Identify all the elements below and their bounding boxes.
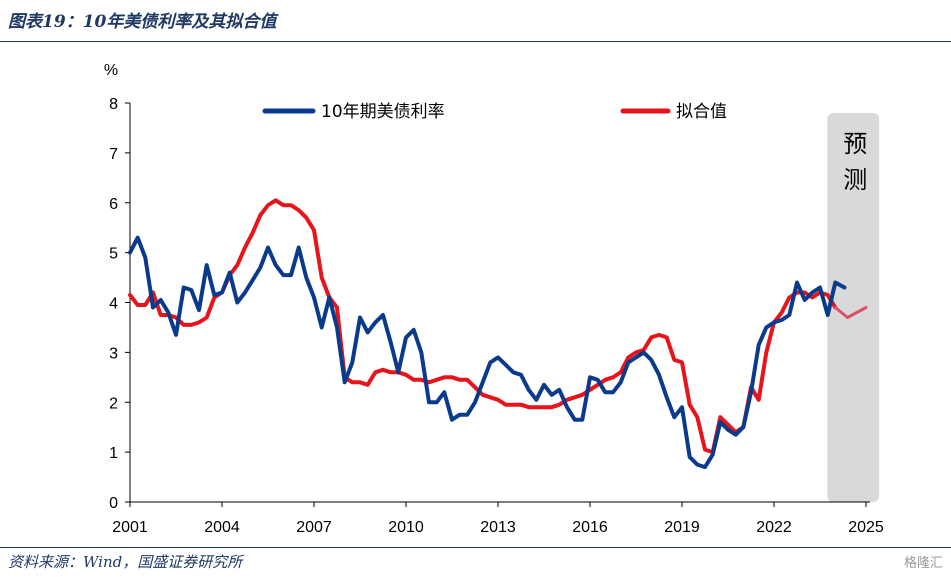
- x-tick-label: 2019: [664, 519, 700, 536]
- y-tick-label: 0: [109, 495, 118, 512]
- series-line-fitted-forecast: [833, 306, 868, 319]
- y-tick-label: 3: [109, 345, 118, 362]
- x-tick-label: 2007: [296, 519, 332, 536]
- series-line-fitted: [128, 198, 838, 455]
- forecast-label: 预 测: [843, 130, 867, 194]
- y-tick-label: 4: [109, 296, 118, 313]
- y-tick-label: 6: [109, 196, 118, 213]
- y-tick-label: 7: [109, 146, 118, 163]
- x-tick-label: 2013: [480, 519, 516, 536]
- y-tick-label: 1: [109, 445, 118, 462]
- title-divider: [0, 41, 951, 42]
- legend: 10年期美债利率 拟合值: [262, 102, 727, 122]
- y-axis-unit: %: [104, 62, 118, 79]
- series-layer: [128, 198, 868, 470]
- watermark-text: 格隆汇: [903, 556, 943, 571]
- legend-label-fitted: 拟合值: [676, 102, 727, 122]
- x-tick-label: 2022: [756, 519, 792, 536]
- forecast-band: [827, 113, 880, 502]
- x-tick-label: 2001: [112, 519, 148, 536]
- y-tick-label: 8: [109, 96, 118, 113]
- source-divider: [0, 547, 951, 548]
- forecast-label-char: 预: [843, 130, 867, 158]
- source-note: 资料来源：Wind，国盛证券研究所: [8, 553, 243, 571]
- x-tick-label: 2025: [848, 519, 884, 536]
- legend-label-actual: 10年期美债利率: [321, 102, 445, 122]
- figure-title: 图表19：10年美债利率及其拟合值: [8, 12, 277, 32]
- x-tick-label: 2004: [204, 519, 240, 536]
- series-line-actual: [128, 235, 847, 470]
- y-tick-label: 2: [109, 395, 118, 412]
- axes: 0 1 2 3 4 5 6 7 8 2001 2004 2007 2010 2013 2016 2019 202…: [109, 96, 884, 536]
- y-tick-label: 5: [109, 246, 118, 263]
- x-tick-label: 2010: [388, 519, 424, 536]
- forecast-label-char: 测: [843, 166, 867, 194]
- x-tick-label: 2016: [572, 519, 608, 536]
